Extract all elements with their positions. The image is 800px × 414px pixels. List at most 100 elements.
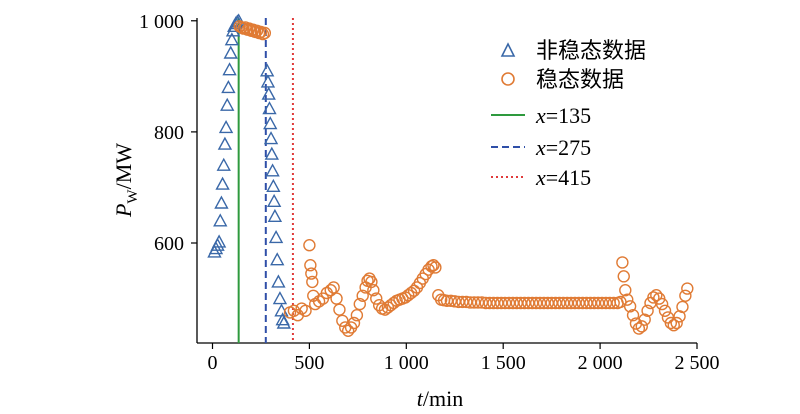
circle-point (350, 309, 364, 322)
axes (196, 18, 697, 344)
x-ticks: 0 500 1 000 1 500 2 000 2 500 (208, 343, 720, 374)
triangle-point (265, 163, 280, 177)
x-tick-label: 0 (208, 352, 218, 374)
circle-point (427, 259, 440, 272)
reference-lines (237, 18, 294, 343)
circle-point (638, 313, 651, 326)
legend: 非稳态数据 稳态数据 x=135 x=275 x=415 (491, 38, 646, 190)
circle-point (407, 284, 421, 297)
circle-point (327, 281, 340, 294)
circle-point (650, 289, 663, 302)
y-axis-title: PW/MW (111, 143, 141, 218)
legend-label-x135-value: =135 (546, 103, 591, 128)
circle-point (258, 26, 272, 40)
circle-point (681, 282, 694, 295)
triangle-point (213, 213, 228, 227)
triangle-point (223, 45, 238, 59)
legend-label-x415: x=415 (535, 165, 591, 190)
triangle-point (217, 136, 233, 150)
circle-point (312, 295, 326, 308)
series-steady (233, 20, 694, 337)
triangle-point (264, 146, 279, 160)
triangle-point (263, 116, 278, 130)
circle-point (303, 239, 316, 252)
circle-point (658, 304, 672, 317)
circle-point (623, 300, 637, 313)
x-axis-title-var: t (417, 386, 424, 411)
legend-triangle-marker (500, 42, 516, 57)
legend-label-x275-value: =275 (546, 135, 591, 160)
x-tick-label: 2 000 (578, 352, 623, 374)
circle-point (667, 319, 680, 332)
triangle-point (215, 176, 230, 190)
circle-point (676, 300, 689, 314)
y-tick-label: 1 000 (139, 11, 184, 33)
y-ticks: 600 800 1 000 (139, 11, 197, 255)
x-tick-label: 1 500 (481, 352, 526, 374)
circle-point (367, 284, 380, 297)
legend-item-x135: x=135 (491, 103, 591, 128)
circle-point (347, 316, 361, 330)
circle-point (305, 267, 318, 280)
triangle-point (220, 97, 235, 111)
circle-point (365, 275, 378, 289)
triangle-point (263, 131, 279, 145)
circle-point (341, 324, 355, 337)
circle-point (370, 292, 383, 305)
legend-label-x135: x=135 (535, 103, 591, 128)
y-axis-title-var: P (111, 204, 136, 218)
circle-point (330, 292, 343, 305)
triangle-point (262, 101, 277, 115)
triangle-point (272, 291, 288, 305)
circle-point (626, 309, 640, 322)
circle-point (440, 294, 454, 307)
triangle-point (266, 178, 281, 193)
triangle-point (211, 234, 227, 248)
circle-point (304, 259, 317, 272)
circle-point (632, 322, 646, 335)
circle-point (679, 289, 692, 302)
legend-item-unsteady: 非稳态数据 (500, 38, 646, 63)
legend-label-x135-var: x (535, 103, 546, 128)
triangle-point (214, 195, 229, 209)
x-tick-label: 1 000 (384, 352, 429, 374)
circle-point (619, 284, 632, 297)
circle-point (635, 320, 648, 333)
circle-point (353, 297, 366, 311)
triangle-point (218, 119, 234, 134)
triangle-point (267, 208, 283, 223)
triangle-point (261, 86, 276, 100)
circle-point (641, 304, 654, 317)
triangle-point (260, 74, 276, 88)
circle-point (617, 270, 630, 283)
triangle-point (271, 274, 286, 288)
circle-point (336, 314, 349, 327)
legend-label-x415-value: =415 (546, 165, 591, 190)
legend-label-x275-var: x (535, 135, 546, 160)
circle-point (664, 316, 678, 330)
circle-point (655, 297, 669, 311)
triangle-point (222, 62, 237, 76)
circle-point (444, 294, 458, 307)
legend-item-steady: 稳态数据 (501, 67, 624, 92)
series-unsteady (207, 13, 292, 329)
circle-point (306, 275, 319, 289)
circle-point (670, 316, 683, 330)
triangle-point (216, 157, 231, 171)
circle-point (429, 261, 442, 274)
circle-point (333, 303, 346, 316)
circle-point (256, 27, 270, 41)
circle-point (607, 296, 620, 310)
legend-label-x275: x=275 (535, 135, 591, 160)
x-axis-title: t/min (417, 386, 463, 411)
triangle-point (224, 32, 240, 46)
triangle-point (270, 252, 285, 266)
y-axis-title-unit: /MW (111, 143, 136, 190)
circle-point (324, 284, 337, 297)
triangle-point (259, 63, 275, 77)
circle-point (356, 289, 369, 302)
circle-point (299, 304, 312, 317)
legend-item-x275: x=275 (491, 135, 591, 160)
legend-item-x415: x=415 (491, 165, 591, 190)
